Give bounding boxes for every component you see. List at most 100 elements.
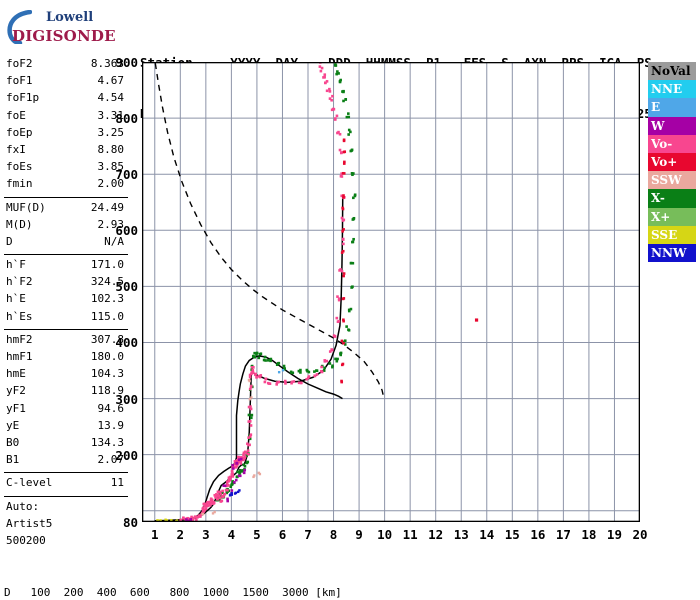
echo-point bbox=[192, 516, 196, 520]
legend-item-e[interactable]: E bbox=[648, 98, 696, 117]
legend-item-noval[interactable]: NoVal bbox=[648, 62, 696, 81]
echo-point bbox=[306, 376, 310, 380]
echo-point bbox=[221, 489, 224, 493]
echo-point bbox=[221, 494, 224, 498]
parameter-row: h`F 171.0 bbox=[4, 258, 128, 275]
ionogram-plot[interactable] bbox=[142, 62, 640, 522]
echo-point bbox=[341, 297, 345, 301]
echo-point bbox=[337, 298, 341, 302]
echo-point bbox=[247, 443, 250, 447]
parameter-value: 171.0 bbox=[90, 258, 124, 272]
parameter-key: foEp bbox=[6, 125, 33, 139]
echo-point bbox=[233, 481, 236, 484]
echo-point bbox=[340, 151, 343, 154]
parameter-row: h`F2 324.5 bbox=[4, 275, 128, 292]
echo-point bbox=[230, 470, 234, 473]
parameter-value: 118.9 bbox=[90, 384, 124, 398]
auto-block-line: 500200 bbox=[4, 534, 128, 551]
echo-point bbox=[249, 385, 253, 389]
lowell-digisonde-logo: Lowell DIGISONDE bbox=[6, 6, 116, 50]
echo-point bbox=[218, 496, 222, 500]
echo-point bbox=[189, 518, 192, 521]
echo-point bbox=[235, 459, 239, 462]
legend-item-nnw[interactable]: NNW bbox=[648, 243, 696, 263]
echo-point bbox=[342, 218, 346, 222]
echo-point bbox=[341, 206, 344, 210]
echo-point bbox=[235, 475, 239, 479]
echo-point bbox=[225, 482, 229, 485]
echo-point bbox=[277, 380, 281, 384]
echo-point bbox=[342, 90, 345, 94]
echo-point bbox=[257, 356, 261, 360]
echo-point bbox=[249, 424, 253, 427]
parameter-value: 180.0 bbox=[90, 350, 124, 363]
parameter-row: hmE 104.3 bbox=[4, 367, 128, 384]
echo-point bbox=[275, 381, 279, 384]
echo-point bbox=[342, 99, 345, 103]
echo-point bbox=[339, 268, 342, 271]
parameter-value: 324.5 bbox=[90, 275, 124, 289]
legend-item-ssw[interactable]: SSW bbox=[648, 171, 696, 190]
echo-point bbox=[318, 65, 322, 68]
legend-item-nne[interactable]: NNE bbox=[648, 80, 696, 99]
echo-point bbox=[337, 297, 341, 300]
echo-point bbox=[343, 339, 347, 343]
echo-point bbox=[264, 359, 267, 362]
legend-item-sse[interactable]: SSE bbox=[648, 225, 696, 244]
echo-point bbox=[211, 512, 215, 515]
echo-point bbox=[238, 471, 242, 474]
legend-item-x-[interactable]: X- bbox=[648, 189, 696, 208]
echo-point bbox=[229, 493, 232, 496]
plot-border bbox=[142, 62, 640, 522]
echo-point bbox=[245, 452, 248, 455]
legend-item-w[interactable]: W bbox=[648, 116, 696, 135]
echo-point bbox=[204, 502, 207, 506]
echo-point bbox=[252, 355, 255, 358]
x-axis-tick-label: 9 bbox=[355, 527, 363, 542]
echo-point bbox=[217, 494, 221, 498]
echo-point bbox=[277, 361, 281, 365]
echo-point bbox=[350, 286, 353, 289]
ionogram-plot-svg[interactable] bbox=[142, 62, 640, 522]
echo-point bbox=[349, 130, 352, 134]
echo-point bbox=[216, 495, 219, 498]
echo-point bbox=[247, 452, 250, 456]
echo-point bbox=[234, 491, 238, 495]
legend-item-vo-[interactable]: Vo- bbox=[648, 134, 696, 153]
echo-point bbox=[222, 484, 226, 487]
echo-point bbox=[239, 468, 242, 472]
parameter-row: foEp 3.25 bbox=[4, 126, 128, 143]
echo-point bbox=[328, 350, 332, 353]
echo-point bbox=[242, 471, 246, 475]
parameter-key: h`F2 bbox=[6, 275, 33, 289]
parameter-key: hmF2 bbox=[6, 332, 33, 346]
parameter-row: foEs 3.85 bbox=[4, 160, 128, 177]
plot-background bbox=[142, 62, 640, 522]
echo-point bbox=[283, 379, 287, 383]
echo-point bbox=[338, 79, 342, 83]
echo-point bbox=[331, 364, 334, 368]
parameter-row: B0 134.3 bbox=[4, 436, 128, 453]
footer-block: D 100 200 400 600 800 1000 1500 3000 [km… bbox=[4, 557, 566, 600]
parameter-row: yF2 118.9 bbox=[4, 384, 128, 401]
legend-item-vo-[interactable]: Vo+ bbox=[648, 152, 696, 172]
muf-dashed-curve bbox=[154, 63, 385, 396]
parameter-key: fxI bbox=[6, 142, 26, 156]
echo-point bbox=[347, 133, 350, 136]
echo-point bbox=[219, 492, 222, 496]
echo-point bbox=[203, 508, 206, 512]
echo-point bbox=[320, 365, 323, 369]
parameter-value: 8.363 bbox=[90, 57, 124, 70]
echo-point bbox=[248, 387, 252, 391]
echo-point bbox=[266, 381, 270, 385]
echo-point bbox=[237, 474, 241, 478]
parameter-row: M(D) 2.93 bbox=[4, 218, 128, 235]
echo-point bbox=[336, 295, 339, 298]
legend-item-label: Vo- bbox=[651, 136, 673, 151]
legend-item-x-[interactable]: X+ bbox=[648, 207, 696, 226]
echo-point bbox=[277, 370, 281, 374]
parameter-value: 24.49 bbox=[90, 200, 124, 214]
echo-point bbox=[342, 162, 346, 165]
echo-point bbox=[281, 369, 285, 372]
parameter-row: hmF1 180.0 bbox=[4, 350, 128, 367]
